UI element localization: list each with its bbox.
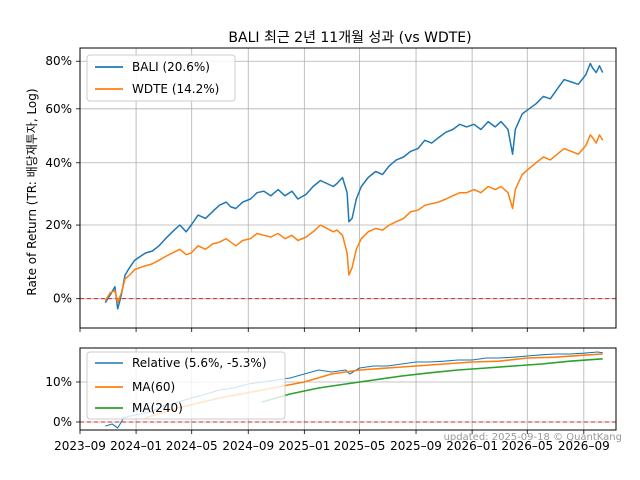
- main-legend-box: [86, 54, 236, 102]
- legend-label-wdte: WDTE (14.2%): [132, 82, 219, 96]
- relative-legend: Relative (5.6%, -5.3%) MA(60) MA(240): [86, 351, 286, 420]
- relative-y-tick-label: 10%: [45, 375, 72, 389]
- main-y-tick-label: 40%: [45, 156, 72, 170]
- watermark: updated: 2025-09-18 © QuantKang: [444, 432, 622, 443]
- main-series-lines: [104, 62, 604, 310]
- y-axis-label: Rate of Return (TR: 배당재투자, Log): [25, 88, 39, 295]
- main-legend: BALI (20.6%) WDTE (14.2%): [86, 54, 236, 102]
- main-chart-panel: 0% 20% 40% 60% 80% BALI (20.6%) WDTE (14.2%): [45, 47, 617, 332]
- x-tick-label: 2024–09: [222, 439, 274, 453]
- series-line-wdte: [104, 134, 604, 304]
- main-plot-frame: [79, 47, 617, 329]
- main-y-tick-label: 60%: [45, 102, 72, 116]
- main-y-tick-label: 80%: [45, 54, 72, 68]
- main-y-tick-labels: 0% 20% 40% 60% 80%: [45, 54, 80, 306]
- x-tick-label: 2024–05: [166, 439, 218, 453]
- main-y-tick-label: 20%: [45, 218, 72, 232]
- main-gridlines: [79, 48, 616, 332]
- legend-label-ma60: MA(60): [132, 380, 175, 394]
- legend-label-bali: BALI (20.6%): [132, 60, 210, 74]
- x-tick-label: 2025–05: [334, 439, 386, 453]
- x-tick-label: 2026–01: [446, 439, 498, 453]
- series-line-bali: [104, 62, 604, 310]
- main-y-tick-label: 0%: [53, 292, 72, 306]
- x-axis-tick-labels: 2023–09 2024–01 2024–05 2024–09 2025–01 2025–…: [54, 430, 610, 453]
- relative-chart-panel: 0% 10% 2023–09 2024–01 2024–05 2024–09 2025–0…: [45, 347, 617, 453]
- x-tick-label: 2026–05: [501, 439, 553, 453]
- x-tick-label: 2026–09: [558, 439, 610, 453]
- chart-title: BALI 최근 2년 11개월 성과 (vs WDTE): [228, 30, 471, 46]
- series-line-ma: [261, 358, 603, 403]
- relative-legend-box: [86, 351, 286, 420]
- legend-label-ma240: MA(240): [132, 401, 183, 415]
- legend-label-relative: Relative (5.6%, -5.3%): [132, 356, 267, 370]
- relative-y-tick-label: 0%: [53, 415, 72, 429]
- relative-y-tick-labels: 0% 10%: [45, 375, 80, 429]
- x-tick-label: 2023–09: [54, 439, 106, 453]
- x-tick-label: 2025–01: [278, 439, 330, 453]
- relative-plot-frame: [79, 347, 617, 431]
- x-tick-label: 2025–09: [390, 439, 442, 453]
- x-tick-label: 2024–01: [110, 439, 162, 453]
